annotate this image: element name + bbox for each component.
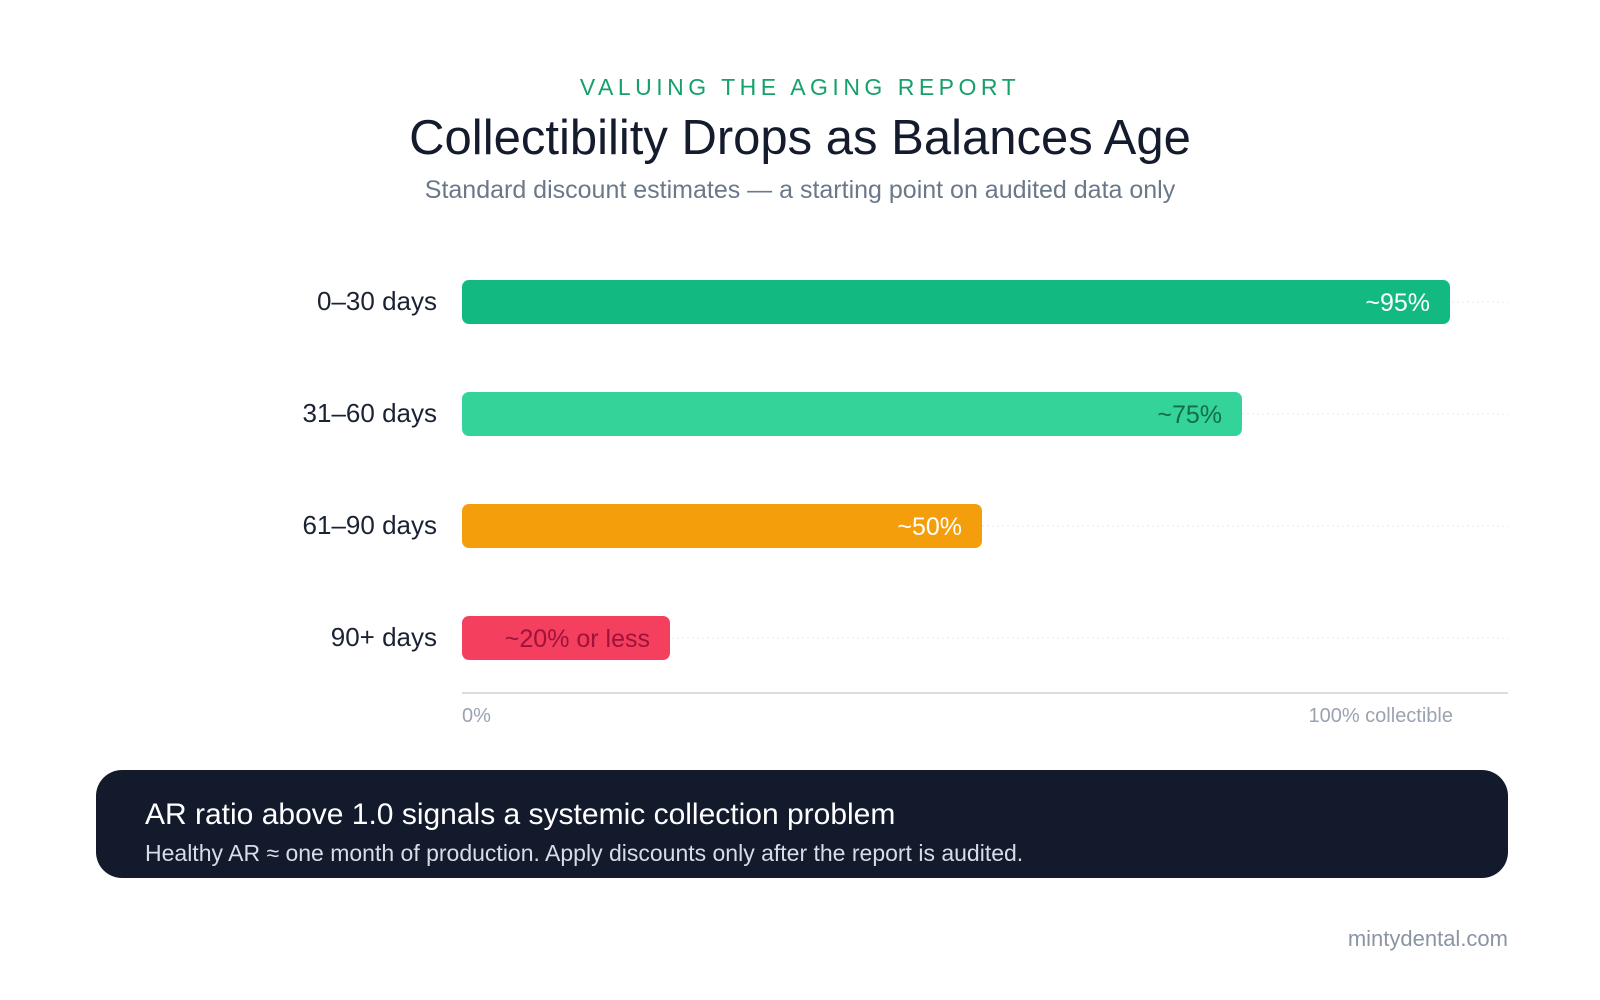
bar	[462, 616, 670, 660]
data-label: ~75%	[1157, 401, 1222, 429]
chart-title: Collectibility Drops as Balances Age	[409, 111, 1191, 165]
callout-heading: AR ratio above 1.0 signals a systemic co…	[145, 798, 896, 831]
callout-body: Healthy AR ≈ one month of production. Ap…	[145, 840, 1024, 866]
bar	[462, 280, 1450, 324]
footer-site[interactable]: mintydental.com	[1347, 926, 1508, 951]
x-tick-label: 100% collectible	[1308, 705, 1453, 727]
category-label: 31–60 days	[303, 398, 437, 428]
category-label: 61–90 days	[303, 510, 437, 540]
bar	[462, 392, 1242, 436]
data-label: ~95%	[1365, 289, 1430, 317]
callout-box: AR ratio above 1.0 signals a systemic co…	[96, 770, 1508, 878]
x-tick-label: 0%	[462, 705, 491, 727]
bar-chart: 0–30 days ~95% 31–60 days ~75% 61–90 days ~50…	[303, 280, 1508, 727]
data-label: ~20% or less	[505, 625, 650, 653]
chart-eyebrow: VALUING THE AGING REPORT	[579, 74, 1021, 100]
chart-subtitle: Standard discount estimates — a starting…	[424, 176, 1176, 204]
category-label: 90+ days	[331, 622, 437, 652]
category-label: 0–30 days	[317, 286, 437, 316]
data-label: ~50%	[897, 513, 962, 541]
bar	[462, 504, 982, 548]
